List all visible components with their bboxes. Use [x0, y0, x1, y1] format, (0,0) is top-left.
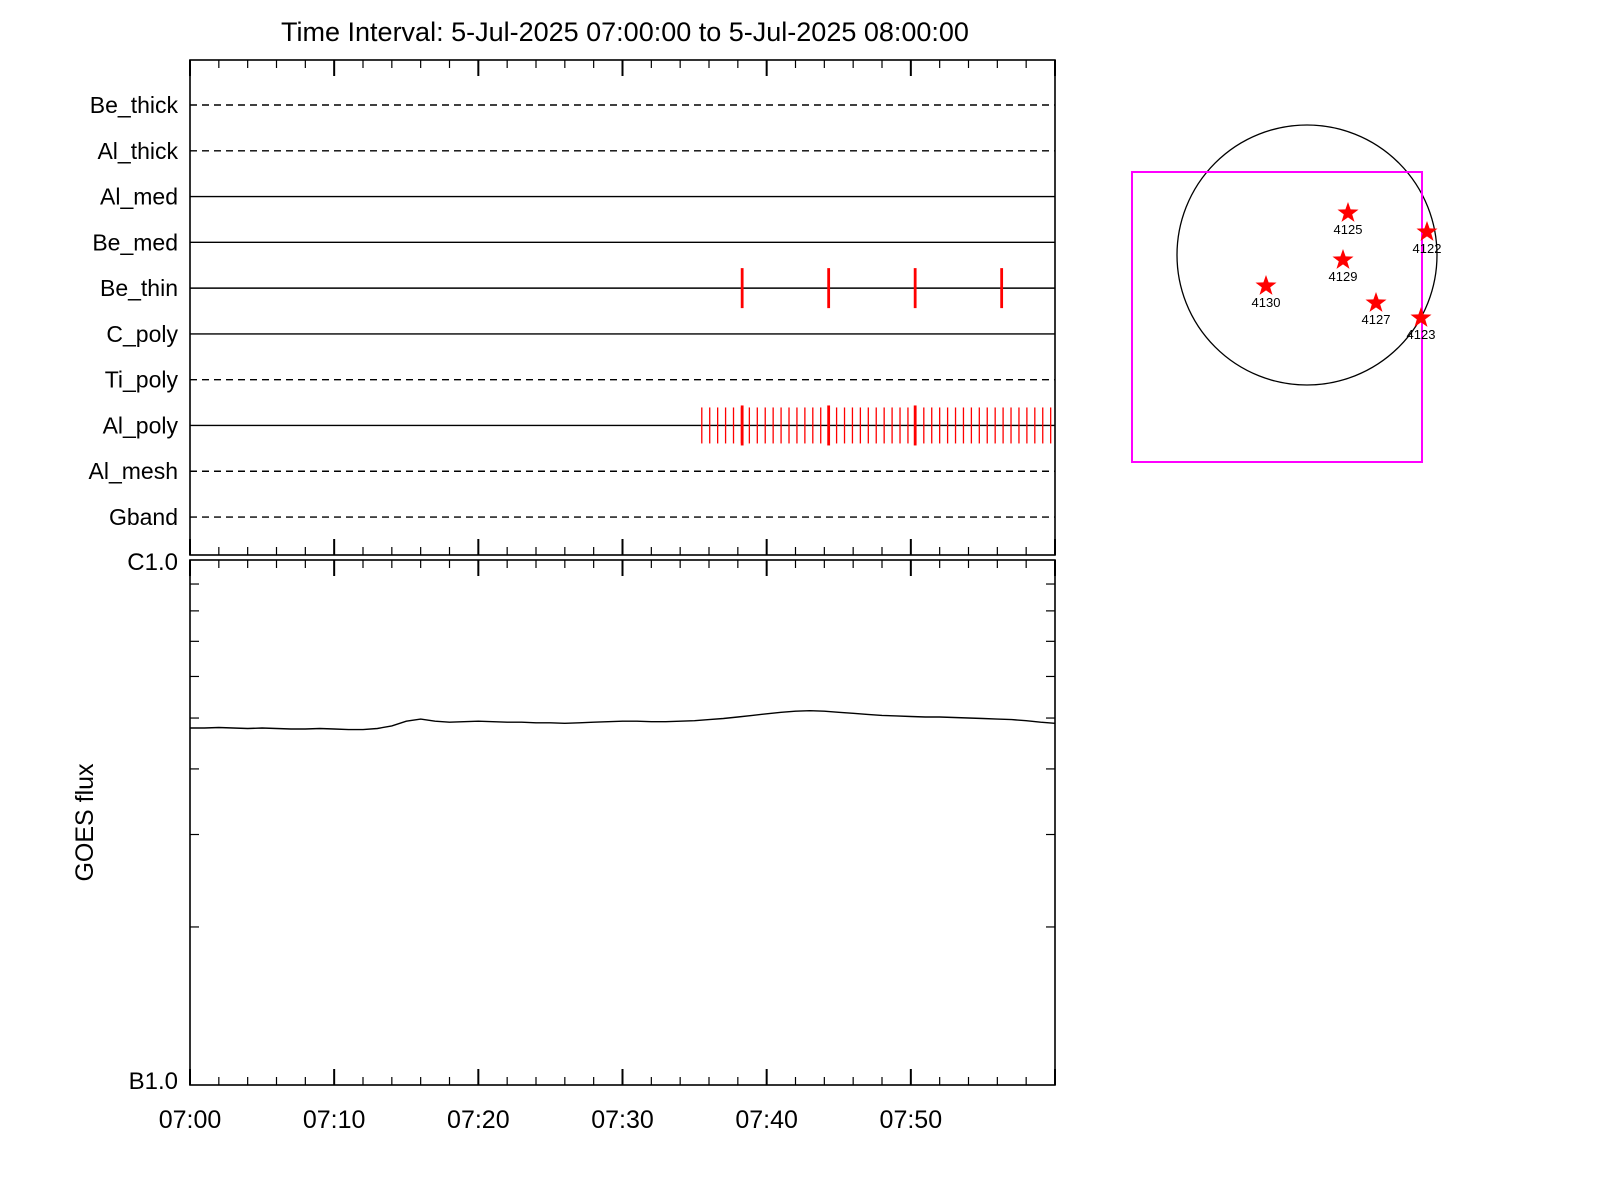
active-region-star-4130: [1255, 275, 1277, 295]
chart-title: Time Interval: 5-Jul-2025 07:00:00 to 5-…: [281, 17, 969, 47]
filter-timeline-panel: Be_thick Al_thick Al_med Be_med Be_thin C_pol…: [89, 59, 1056, 556]
channel-label-Ti_poly: Ti_poly: [105, 367, 179, 393]
channel-label-C_poly: C_poly: [106, 321, 178, 347]
active-region-star-4122: [1416, 221, 1438, 241]
goes-flux-line: [190, 709, 1056, 731]
active-region-label-4129: 4129: [1329, 269, 1358, 284]
active-region-star-4123: [1410, 307, 1432, 327]
channel-label-Be_thick: Be_thick: [90, 92, 179, 118]
channel-label-Gband: Gband: [109, 504, 178, 530]
x-tick-label: 07:40: [735, 1106, 798, 1134]
channel-label-Be_med: Be_med: [92, 229, 178, 255]
x-tick-label: 07:50: [880, 1106, 943, 1134]
x-tick-label: 07:20: [447, 1106, 510, 1134]
channel-label-Al_med: Al_med: [100, 184, 178, 210]
active-region-star-4129: [1332, 249, 1354, 269]
goes-flux-panel: 07:00 07:10 07:20 07:30 07:40 07:50 C1.0 B1.0 GO…: [71, 549, 1056, 1134]
active-region-label-4123: 4123: [1407, 327, 1436, 342]
y-bottom-label: B1.0: [129, 1068, 178, 1095]
channel-label-Be_thin: Be_thin: [100, 275, 178, 301]
x-tick-label: 07:00: [159, 1106, 222, 1134]
solar-limb-circle: [1176, 124, 1438, 386]
channel-label-Al_mesh: Al_mesh: [89, 458, 178, 484]
goes-border: [189, 559, 1056, 1086]
active-region-label-4130: 4130: [1252, 295, 1281, 310]
y-top-label: C1.0: [127, 549, 178, 576]
active-region-label-4127: 4127: [1362, 312, 1391, 327]
x-tick-label: 07:30: [591, 1106, 654, 1134]
active-region-label-4122: 4122: [1413, 241, 1442, 256]
channel-label-Al_thick: Al_thick: [97, 138, 178, 164]
active-region-star-4125: [1337, 202, 1359, 222]
timeline-border: [189, 59, 1056, 556]
active-region-label-4125: 4125: [1334, 222, 1363, 237]
timeline-goes-chart: Time Interval: 5-Jul-2025 07:00:00 to 5-…: [71, 17, 1056, 1134]
active-region-star-4127: [1365, 292, 1387, 312]
goes-ylabel: GOES flux: [71, 763, 99, 882]
solar-disk-map: 4125 4122 4129 4130 4127 4123: [1131, 124, 1442, 463]
channel-label-Al_poly: Al_poly: [103, 412, 179, 438]
x-tick-label: 07:10: [303, 1106, 366, 1134]
